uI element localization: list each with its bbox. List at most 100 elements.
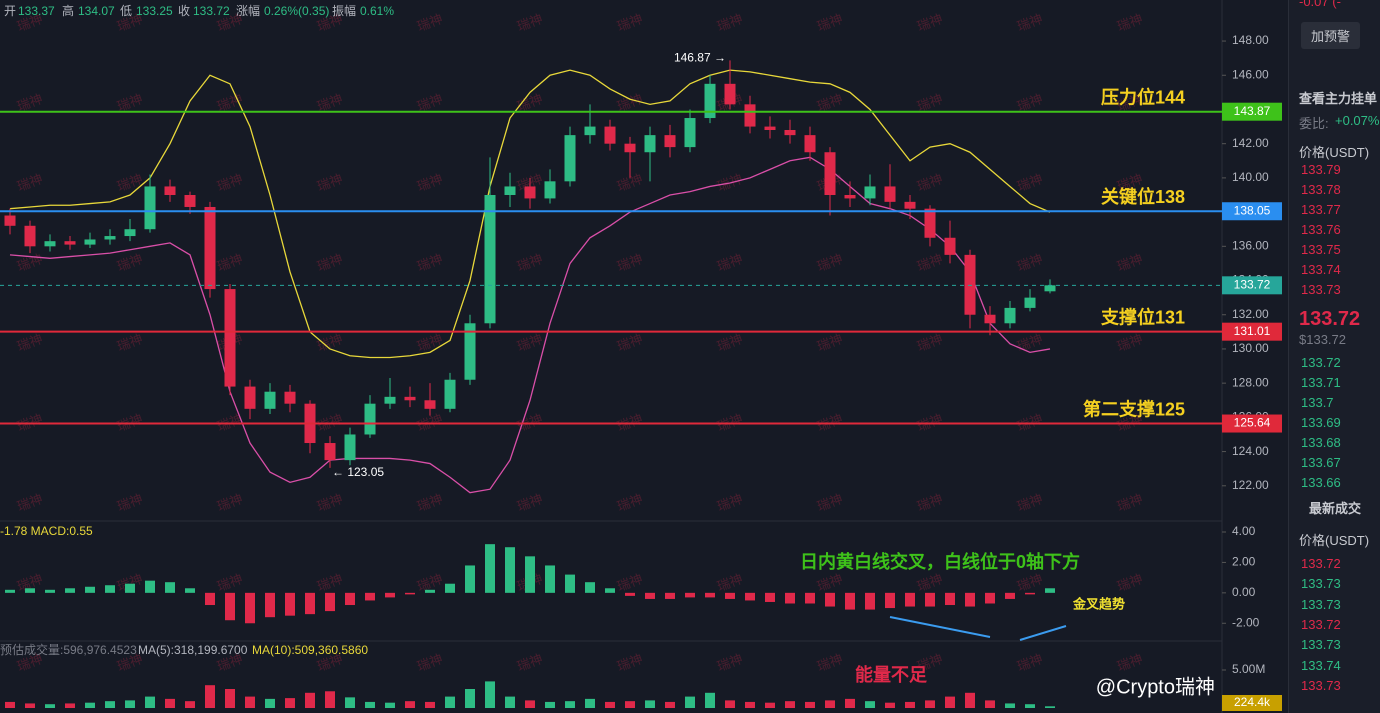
volume-bar — [585, 698, 595, 708]
watermark: 瑞神 — [215, 171, 245, 194]
ratio: +0.07% — [1335, 113, 1380, 128]
volume-bar — [985, 700, 995, 708]
volume-bar — [405, 701, 415, 708]
macd-bar — [605, 588, 615, 593]
watermark: 瑞神 — [815, 251, 845, 274]
macd-bar — [965, 592, 975, 607]
volume-bar — [65, 703, 75, 708]
watermark: 瑞神 — [515, 331, 545, 354]
ask-price: 133.77 — [1301, 202, 1341, 217]
watermark: 瑞神 — [315, 331, 345, 354]
volume-bar — [105, 701, 115, 708]
candle-body — [584, 126, 596, 136]
trades-header: 价格(USDT) — [1299, 533, 1370, 548]
volume-bar — [485, 681, 495, 708]
candle-body — [244, 386, 256, 409]
watermark: 瑞神 — [515, 651, 545, 674]
level-label-box — [1222, 202, 1282, 221]
watermark: 瑞神 — [115, 171, 145, 194]
watermark: 瑞神 — [415, 251, 445, 274]
candle-body — [824, 152, 836, 195]
watermark: 瑞神 — [315, 91, 345, 114]
watermark: 瑞神 — [515, 251, 545, 274]
y-tick-label: 5.00M — [1232, 662, 1265, 676]
candle-body — [904, 201, 916, 209]
y-tick-label: 128.00 — [1232, 375, 1269, 389]
volume-bar — [905, 701, 915, 708]
watermark: 瑞神 — [615, 491, 645, 514]
candle-body — [1044, 285, 1056, 292]
candle-body — [764, 126, 776, 130]
level-note: 关键位138 — [1101, 186, 1185, 207]
level-label-box — [1222, 414, 1282, 433]
candle-body — [364, 403, 376, 435]
watermark: 瑞神 — [15, 171, 45, 194]
volume-bar — [1005, 703, 1015, 708]
header-change-label: 涨幅 — [236, 3, 260, 18]
volume-bar — [605, 701, 615, 708]
high-marker: 146.87 → — [674, 51, 726, 65]
volume-bar — [385, 702, 395, 708]
watermark: 瑞神 — [715, 651, 745, 674]
candle-body — [864, 186, 876, 199]
watermark: 瑞神 — [815, 491, 845, 514]
arrow — [1019, 625, 1067, 641]
trade-price: 133.73 — [1301, 576, 1341, 592]
watermark: 瑞神 — [615, 651, 645, 674]
volume-bar — [765, 702, 775, 708]
macd-bar — [645, 592, 655, 599]
volume-bar — [945, 696, 955, 708]
header-close-label: 收 — [178, 4, 190, 18]
volume-bar — [225, 688, 235, 708]
candle-body — [744, 104, 756, 127]
y-tick-label: 140.00 — [1232, 170, 1269, 184]
candle-body — [424, 400, 436, 409]
watermark: 瑞神 — [815, 91, 845, 114]
volume-bar — [505, 696, 515, 708]
volume-title: 预估成交量:596,976.4523 — [0, 642, 137, 657]
trade-price: 133.73 — [1301, 677, 1341, 693]
watermark: 瑞神 — [215, 571, 245, 594]
watermark: 瑞神 — [915, 331, 945, 354]
watermark: 瑞神 — [215, 251, 245, 274]
alert-button[interactable]: 加预警 — [1301, 22, 1361, 49]
y-tick-label: 136.00 — [1232, 238, 1269, 252]
candle-body — [504, 186, 516, 195]
y-tick-label: 2.00 — [1232, 555, 1256, 569]
watermark: 瑞神 — [215, 91, 245, 114]
signature: @Crypto瑞神 — [1096, 675, 1215, 698]
watermark: 瑞神 — [1015, 171, 1045, 194]
candle-body — [264, 391, 276, 409]
volume-bar — [685, 696, 695, 708]
candle-body — [804, 135, 816, 153]
top-cut: -0.07 (- — [1299, 0, 1341, 9]
watermark: 瑞神 — [115, 251, 145, 274]
macd-bar — [1025, 592, 1035, 595]
sidebar: -0.07 (- 加预警 查看主力挂单 委比: +0.07% 价格(USDT) … — [1288, 0, 1380, 713]
watermark: 瑞神 — [315, 171, 345, 194]
watermark: 瑞神 — [915, 491, 945, 514]
macd-bar — [565, 574, 575, 593]
level-note: 压力位144 — [1101, 86, 1185, 107]
macd-bar — [665, 592, 675, 599]
macd-bar — [785, 592, 795, 604]
level-note: 支撑位131 — [1100, 306, 1185, 327]
watermark: 瑞神 — [1015, 571, 1045, 594]
candle-body — [164, 186, 176, 195]
watermark: 瑞神 — [415, 91, 445, 114]
watermark: 瑞神 — [1115, 251, 1145, 274]
volume-bar — [865, 701, 875, 708]
bid-price: 133.72 — [1301, 355, 1341, 370]
candle-body — [344, 434, 356, 461]
bid-price: 133.68 — [1301, 435, 1341, 450]
volume-bar — [745, 701, 755, 708]
bid-price: 133.69 — [1301, 415, 1341, 430]
main-orders[interactable]: 查看主力挂单 — [1299, 91, 1378, 106]
candle-body — [1004, 307, 1016, 324]
trade-price: 133.74 — [1301, 657, 1341, 673]
watermark: 瑞神 — [1015, 11, 1045, 34]
candle-body — [984, 314, 996, 324]
price-header: 价格(USDT) — [1299, 145, 1370, 160]
